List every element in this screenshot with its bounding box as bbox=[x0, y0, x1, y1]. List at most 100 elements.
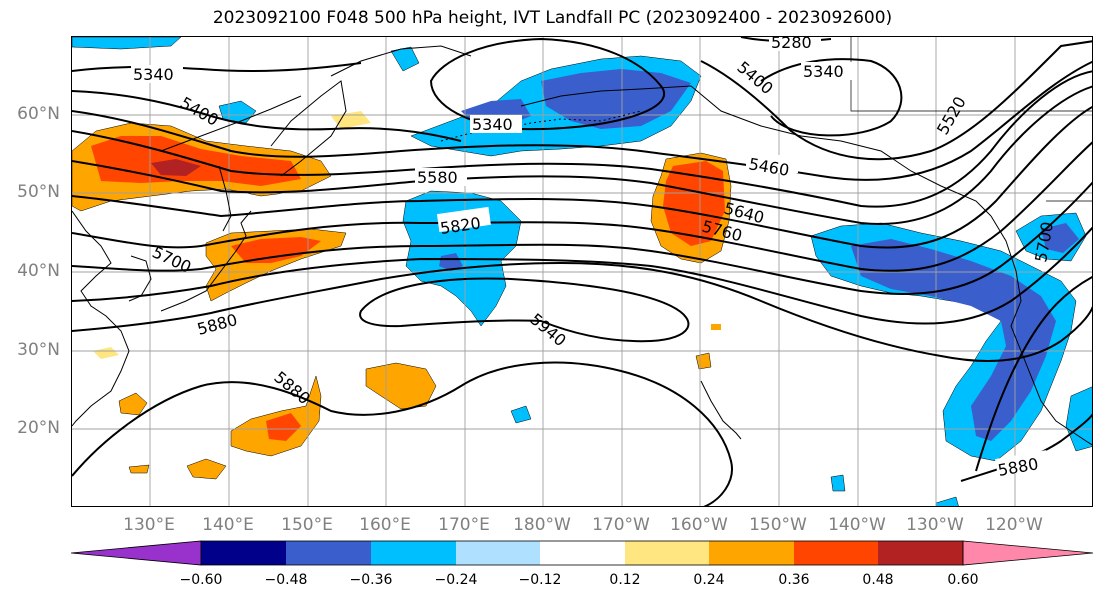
ivt-region-small-1 bbox=[118, 392, 148, 416]
contour-5760 bbox=[72, 181, 1092, 295]
coast-alaska bbox=[520, 85, 992, 217]
contour-label-5400-b: 5400 bbox=[733, 58, 776, 99]
contour-5940 bbox=[359, 277, 690, 343]
colorbar-bin-1 bbox=[201, 541, 286, 565]
contour-5880 bbox=[72, 261, 1092, 362]
ivt-region-small-blue-2 bbox=[510, 405, 532, 424]
colorbar-bin-8 bbox=[794, 541, 878, 565]
lon-label-170e: 170°E bbox=[438, 515, 490, 535]
colorbar-tick-7: 0.24 bbox=[693, 572, 725, 588]
lon-label-130w: 130°W bbox=[906, 515, 964, 535]
ivt-region-small-3 bbox=[128, 464, 150, 474]
colorbar-tick-10: 0.60 bbox=[947, 572, 979, 588]
contour-5340-east bbox=[760, 58, 903, 137]
colorbar-bin-9 bbox=[878, 541, 963, 565]
ivt-region-small-5 bbox=[695, 352, 712, 370]
lon-label-150w: 150°W bbox=[749, 515, 807, 535]
contour-5880-south bbox=[72, 361, 733, 506]
colorbar-bin-7 bbox=[709, 541, 794, 565]
lat-label-20: 20°N bbox=[17, 418, 60, 438]
contour-5400-east bbox=[700, 40, 1092, 161]
colorbar bbox=[71, 540, 1094, 566]
lon-label-180w: 180°W bbox=[513, 515, 571, 535]
contour-label-5340-c: 5340 bbox=[472, 115, 513, 134]
contour-5880-e bbox=[975, 275, 1092, 472]
ivt-region-top-left bbox=[72, 37, 182, 50]
colorbar-tick-6: 0.12 bbox=[609, 572, 641, 588]
contour-5340-west bbox=[72, 62, 362, 72]
ivt-region-small-4 bbox=[93, 347, 119, 359]
colorbar-bin-4 bbox=[456, 541, 540, 565]
lon-label-150e: 150°E bbox=[281, 515, 333, 535]
lon-label-160w: 160°W bbox=[670, 515, 728, 535]
contour-5460 bbox=[72, 60, 1092, 181]
border-us-canada bbox=[850, 37, 1092, 112]
colorbar-tick-1: −0.60 bbox=[179, 572, 223, 588]
contour-5820 bbox=[72, 226, 1092, 325]
coast-okhotsk bbox=[160, 95, 302, 152]
contour-label-5340-b: 5340 bbox=[803, 62, 844, 81]
lat-label-50: 50°N bbox=[17, 182, 60, 202]
colorbar-tick-9: 0.48 bbox=[862, 572, 894, 588]
colorbar-tick-4: −0.24 bbox=[434, 572, 478, 588]
colorbar-bin-3 bbox=[371, 541, 456, 565]
ivt-region-small-6 bbox=[711, 324, 721, 330]
lon-label-120w: 120°W bbox=[985, 515, 1043, 535]
colorbar-tick-3: −0.36 bbox=[349, 572, 393, 588]
ivt-region-japan-core bbox=[231, 237, 321, 263]
ivt-region-pnw-core bbox=[1041, 223, 1079, 253]
map-title: 2023092100 F048 500 hPa height, IVT Land… bbox=[212, 8, 893, 28]
ivt-region-small-2 bbox=[186, 458, 227, 480]
colorbar-extend-high bbox=[962, 540, 1094, 566]
colorbar-bin-5 bbox=[540, 541, 625, 565]
coast-asia bbox=[72, 210, 130, 427]
contour-label-5340-a: 5340 bbox=[133, 65, 174, 84]
contour-5580 bbox=[72, 85, 1092, 225]
colorbar-bin-6 bbox=[625, 541, 709, 565]
colorbar-extend-low bbox=[71, 540, 202, 566]
height-contours bbox=[72, 37, 1092, 506]
lon-label-170w: 170°W bbox=[592, 515, 650, 535]
ivt-region-small-blue-4 bbox=[1065, 386, 1092, 452]
lat-label-40: 40°N bbox=[17, 261, 60, 281]
colorbar-tick-2: −0.48 bbox=[264, 572, 308, 588]
lon-label-130e: 130°E bbox=[123, 515, 175, 535]
colorbar-tick-5: −0.12 bbox=[518, 572, 562, 588]
ivt-region-central-blue-core bbox=[439, 253, 463, 271]
contour-5520 bbox=[72, 70, 1092, 208]
colorbar-tick-8: 0.36 bbox=[778, 572, 810, 588]
lat-label-30: 30°N bbox=[17, 340, 60, 360]
contour-5880-se bbox=[960, 413, 1092, 482]
coast-japan bbox=[160, 210, 252, 312]
map-canvas: 5280 5340 5340 5400 5400 5340 5460 5520 … bbox=[72, 37, 1092, 506]
contour-label-5280: 5280 bbox=[771, 37, 812, 52]
ivt-positive-shading bbox=[72, 111, 732, 480]
ivt-region-typhoon-core bbox=[266, 413, 301, 441]
ivt-region-small-blue-5 bbox=[935, 496, 959, 506]
coast-sakhalin bbox=[218, 165, 232, 232]
lat-label-60: 60°N bbox=[17, 104, 60, 124]
lon-label-160e: 160°E bbox=[359, 515, 411, 535]
graticule bbox=[72, 37, 1092, 506]
ivt-region-small-7 bbox=[331, 111, 371, 129]
contour-5700 bbox=[72, 141, 1092, 272]
contour-5400-west bbox=[72, 90, 462, 142]
ivt-region-typhoon bbox=[230, 375, 322, 457]
ivt-region-subtropics bbox=[365, 362, 437, 410]
coast-korea bbox=[128, 255, 152, 302]
lon-label-140e: 140°E bbox=[202, 515, 254, 535]
contour-5640 bbox=[72, 106, 1092, 249]
lon-label-140w: 140°W bbox=[828, 515, 886, 535]
contour-label-5580: 5580 bbox=[417, 168, 458, 187]
contour-label-5400-a: 5400 bbox=[177, 93, 222, 130]
ivt-region-okhotsk-max bbox=[151, 159, 201, 176]
coast-siberia bbox=[330, 45, 472, 77]
colorbar-bin-2 bbox=[286, 541, 371, 565]
ivt-region-alaska-core bbox=[541, 69, 691, 129]
contour-label-5940: 5940 bbox=[526, 310, 569, 351]
ivt-region-small-blue-3 bbox=[830, 474, 846, 492]
coast-hawaii bbox=[700, 380, 742, 440]
contour-label-5520: 5520 bbox=[933, 93, 970, 138]
ivt-region-central-pacific-core bbox=[663, 161, 725, 246]
map-panel: 5280 5340 5340 5400 5400 5340 5460 5520 … bbox=[71, 36, 1093, 507]
